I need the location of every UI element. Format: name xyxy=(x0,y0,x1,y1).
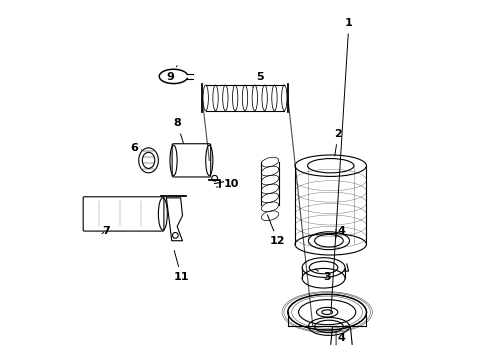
Text: 12: 12 xyxy=(268,215,286,246)
Text: 7: 7 xyxy=(102,226,110,235)
Text: 11: 11 xyxy=(173,251,189,282)
Text: 2: 2 xyxy=(334,129,342,156)
Text: 4: 4 xyxy=(338,226,346,235)
Text: 5: 5 xyxy=(252,72,263,87)
Text: 6: 6 xyxy=(131,143,142,153)
Text: 1: 1 xyxy=(331,18,353,313)
Text: 8: 8 xyxy=(173,118,183,143)
Text: 3: 3 xyxy=(315,269,331,282)
Text: 10: 10 xyxy=(217,179,239,189)
Text: 9: 9 xyxy=(167,66,177,82)
Text: 4: 4 xyxy=(338,333,346,343)
